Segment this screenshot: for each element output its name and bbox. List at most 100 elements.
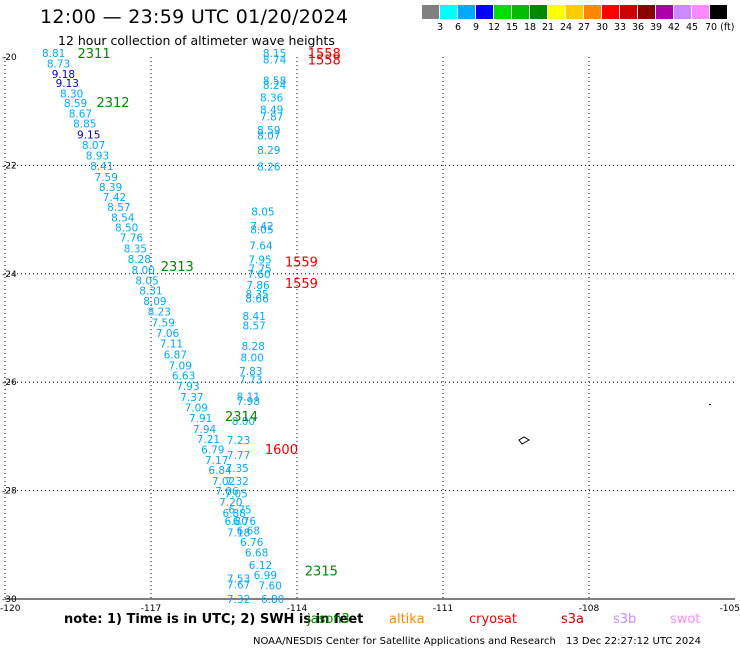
swh-point: 8.73 <box>47 59 70 71</box>
swh-point: 8.15 <box>263 48 286 60</box>
swh-point: 8.24 <box>263 80 287 92</box>
color-swatch <box>710 5 727 19</box>
swh-point: 8.00 <box>241 352 264 364</box>
swh-point: 8.57 <box>107 202 130 214</box>
track-label: 2313 <box>161 260 194 275</box>
swh-point: 6.68 <box>237 526 260 538</box>
swh-point: 9.13 <box>56 78 79 90</box>
satellite-s3a: s3a <box>561 612 585 627</box>
color-swatch <box>530 5 547 19</box>
lon-label: -117 <box>141 604 161 614</box>
lon-label: -105 <box>720 604 740 614</box>
lat-label: -26 <box>2 378 17 388</box>
swh-point: 8.28 <box>128 254 151 266</box>
lon-label: -114 <box>287 604 308 614</box>
color-scale-label: 24 <box>559 22 573 33</box>
color-scale-label: 30 <box>595 22 609 33</box>
swh-point: 8.85 <box>73 119 96 131</box>
swh-point: 6.80 <box>224 516 247 528</box>
timestamp: 13 Dec 22:27:12 UTC 2024 <box>566 636 701 647</box>
swh-point: 8.54 <box>111 212 135 224</box>
credit-text: NOAA/NESDIS Center for Satellite Applica… <box>253 636 556 647</box>
lat-label: -30 <box>2 595 17 605</box>
color-swatch <box>566 5 583 19</box>
color-scale-label: 21 <box>541 22 555 33</box>
swh-point: 6.75 <box>228 505 251 517</box>
swh-point: 8.11 <box>237 391 260 403</box>
color-swatch <box>620 5 637 19</box>
swh-point: 7.59 <box>95 172 118 184</box>
swh-point: 7.02 <box>212 476 235 488</box>
swh-point: 7.91 <box>189 413 212 425</box>
satellite-cryosat: cryosat <box>469 612 517 627</box>
map-grid <box>4 57 735 600</box>
swh-point: 7.60 <box>247 269 270 281</box>
color-swatch <box>440 5 457 19</box>
swh-point: 8.58 <box>263 75 286 87</box>
axis-labels: -20 -22 -24 -26 -28 -30-120 -117 -114 -111 -108 -1… <box>0 53 740 614</box>
track-label: 1558 <box>308 47 341 62</box>
color-scale-label: 36 <box>631 22 645 33</box>
lat-label: -20 <box>2 53 17 63</box>
swh-point: 7.20 <box>219 497 242 509</box>
track-label: 2314 <box>225 410 258 425</box>
swh-point: 7.18 <box>227 527 250 539</box>
swh-point: 8.41 <box>90 161 113 173</box>
swh-point: 7.87 <box>260 112 283 124</box>
swh-point: 8.07 <box>82 140 105 152</box>
swh-point: 8.35 <box>124 243 147 255</box>
color-scale-label: 45 <box>685 22 699 33</box>
track-label: 1558 <box>308 54 341 69</box>
swh-point: 8.31 <box>139 286 162 298</box>
swh-point: 7.11 <box>160 339 183 351</box>
swh-point: 6.63 <box>172 371 195 383</box>
satellite-jason3: jason3 <box>307 612 350 627</box>
swh-point: 8.09 <box>143 296 166 308</box>
swh-point: 8.30 <box>60 88 83 100</box>
track-label: 2315 <box>305 564 338 579</box>
swh-point: 8.28 <box>242 341 265 353</box>
swh-point: 7.59 <box>151 318 174 330</box>
color-scale-label: 27 <box>577 22 591 33</box>
color-scale-label: 33 <box>613 22 627 33</box>
island-dot <box>709 404 711 405</box>
color-scale-label: 18 <box>523 22 537 33</box>
color-swatch <box>494 5 511 19</box>
swh-point: 7.77 <box>227 450 250 462</box>
swh-point: 7.83 <box>239 366 262 378</box>
swh-point: 7.32 <box>227 594 250 606</box>
swh-point: 8.74 <box>263 55 287 67</box>
swh-point: 6.76 <box>233 516 257 528</box>
swh-point: 6.87 <box>164 350 187 362</box>
swh-point: 7.21 <box>197 434 220 446</box>
satellite-s3b: s3b <box>613 612 637 627</box>
color-swatch <box>512 5 529 19</box>
swh-point: 8.39 <box>99 182 122 194</box>
swh-point: 7.67 <box>227 579 250 591</box>
swh-point: 7.35 <box>225 463 248 475</box>
swh-point: 6.99 <box>254 570 277 582</box>
swh-point: 8.35 <box>245 289 268 301</box>
swh-point: 7.98 <box>237 396 260 408</box>
swh-point: 8.00 <box>132 265 155 277</box>
swh-point: 7.06 <box>156 328 180 340</box>
swh-point: 8.36 <box>260 93 284 105</box>
swh-point: 6.80 <box>261 594 284 606</box>
swh-point: 7.76 <box>120 232 144 244</box>
color-scale-label: 70 (ft) <box>705 22 735 33</box>
lat-label: -24 <box>2 270 17 280</box>
swh-point: 7.42 <box>103 192 126 204</box>
page-title: 12:00 — 23:59 UTC 01/20/2024 <box>40 6 349 28</box>
swh-point: 8.07 <box>257 131 280 143</box>
swh-point: 7.09 <box>185 403 208 415</box>
swh-point: 7.95 <box>248 255 271 267</box>
swh-point: 7.73 <box>239 374 262 386</box>
color-swatch <box>674 5 691 19</box>
lon-label: -120 <box>0 604 21 614</box>
satellite-altika: altika <box>389 612 425 627</box>
lon-label: -111 <box>433 604 453 614</box>
swh-point: 7.06 <box>215 486 239 498</box>
color-scale-label: 6 <box>454 22 462 33</box>
footer-note: note: 1) Time is in UTC; 2) SWH is in fe… <box>64 612 364 627</box>
